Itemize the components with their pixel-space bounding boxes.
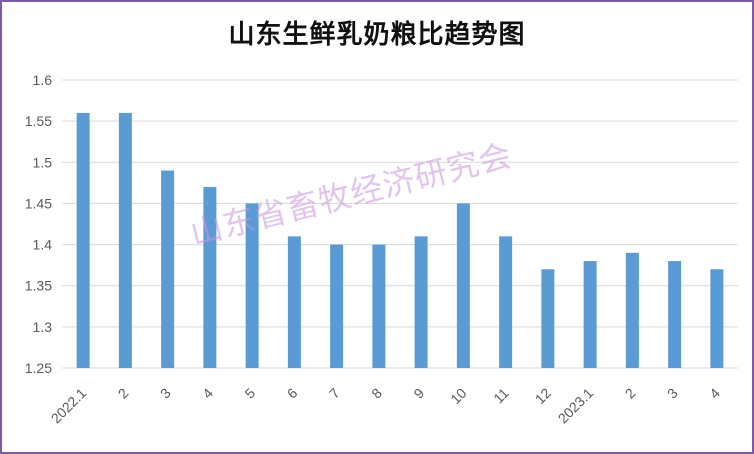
x-tick-label: 7 bbox=[326, 385, 343, 402]
y-tick-label: 1.45 bbox=[25, 195, 52, 211]
bar bbox=[203, 186, 217, 368]
x-tick-label: 12 bbox=[532, 385, 554, 407]
x-tick-label: 3 bbox=[664, 385, 681, 402]
x-tick-label: 9 bbox=[410, 385, 427, 402]
x-tick-label: 11 bbox=[490, 385, 512, 407]
bar bbox=[499, 236, 513, 368]
y-tick-label: 1.25 bbox=[25, 360, 52, 376]
bar bbox=[668, 261, 682, 368]
x-tick-label: 2023.1 bbox=[555, 385, 597, 427]
y-tick-label: 1.6 bbox=[33, 72, 53, 88]
y-tick-label: 1.5 bbox=[33, 154, 53, 170]
y-tick-label: 1.35 bbox=[25, 278, 52, 294]
x-tick-label: 2 bbox=[115, 385, 132, 402]
bar bbox=[76, 112, 90, 369]
x-tick-label: 4 bbox=[199, 385, 216, 402]
bar bbox=[330, 244, 344, 368]
bar bbox=[625, 252, 639, 368]
x-tick-label: 4 bbox=[706, 385, 723, 402]
bars bbox=[76, 112, 724, 369]
x-tick-label: 2 bbox=[622, 385, 639, 402]
bar bbox=[583, 261, 597, 368]
x-tick-label: 5 bbox=[241, 385, 258, 402]
bar bbox=[245, 203, 259, 368]
bar bbox=[372, 244, 386, 368]
x-tick-label: 3 bbox=[157, 385, 174, 402]
bar bbox=[161, 170, 175, 368]
y-axis: 1.6 1.55 1.5 1.45 1.4 1.35 1.3 1.25 bbox=[25, 72, 52, 376]
y-tick-label: 1.55 bbox=[25, 113, 52, 129]
chart-title: 山东生鲜乳奶粮比趋势图 bbox=[228, 20, 526, 50]
bar bbox=[541, 269, 555, 368]
bar bbox=[287, 236, 301, 368]
x-axis: 2022.1 2 3 4 5 6 7 8 9 10 11 12 2023.1 2 3 4 bbox=[48, 385, 723, 427]
bar bbox=[710, 269, 724, 368]
y-tick-label: 1.4 bbox=[33, 237, 53, 253]
bar bbox=[414, 236, 428, 368]
bar bbox=[456, 203, 470, 368]
bar bbox=[118, 112, 132, 369]
x-tick-label: 6 bbox=[284, 385, 301, 402]
y-tick-label: 1.3 bbox=[33, 319, 53, 335]
grid-lines bbox=[62, 79, 738, 369]
x-tick-label: 8 bbox=[368, 385, 385, 402]
x-tick-label: 10 bbox=[447, 385, 469, 407]
x-tick-label: 2022.1 bbox=[48, 385, 90, 427]
